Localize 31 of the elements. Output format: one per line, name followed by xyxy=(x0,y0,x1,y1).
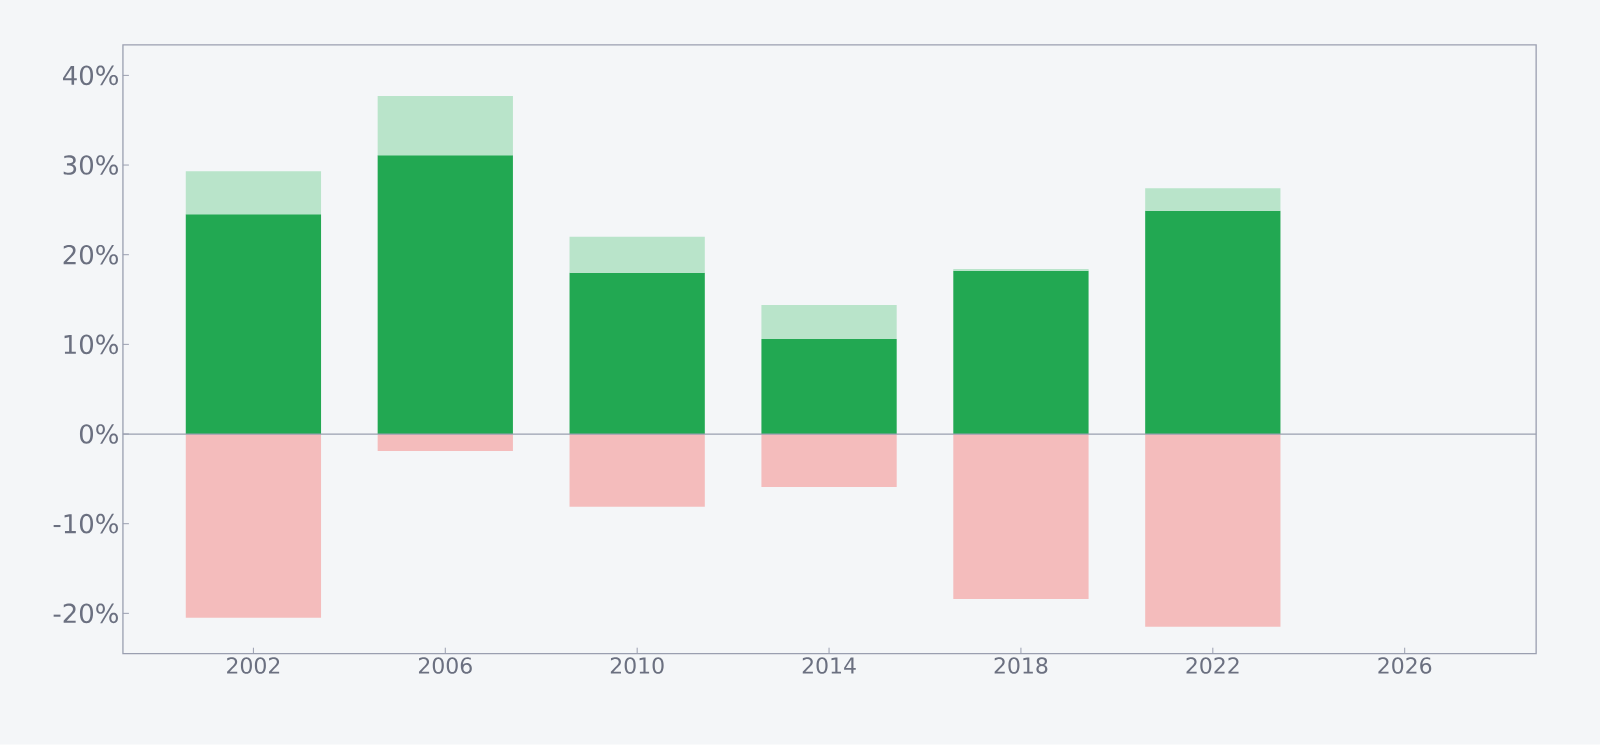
bar xyxy=(377,96,513,156)
bar xyxy=(569,272,705,435)
bar xyxy=(761,305,897,340)
bar xyxy=(761,434,897,488)
bar xyxy=(377,155,513,435)
bar xyxy=(377,434,513,452)
x-tick-label: 2026 xyxy=(1378,657,1432,675)
bar xyxy=(185,214,322,435)
bar xyxy=(185,434,322,619)
y-tick-label: -20% xyxy=(53,603,118,624)
bar xyxy=(953,434,1089,600)
bar xyxy=(569,237,705,273)
bar xyxy=(1145,434,1281,628)
bar xyxy=(185,171,322,215)
x-tick-label: 2010 xyxy=(610,657,664,675)
bar xyxy=(1145,188,1281,212)
bar xyxy=(569,434,705,507)
y-tick-label: 30% xyxy=(63,155,118,176)
x-tick-label: 2018 xyxy=(994,657,1048,675)
x-tick-label: 2014 xyxy=(802,657,856,675)
x-tick-label: 2002 xyxy=(227,657,280,675)
bar xyxy=(953,271,1089,435)
y-tick-label: 10% xyxy=(64,334,118,355)
y-tick-label: 40% xyxy=(63,65,118,86)
x-tick-label: 2022 xyxy=(1186,657,1239,675)
x-tick-label: 2006 xyxy=(418,657,472,675)
y-tick-label: 20% xyxy=(63,245,118,265)
y-tick-label: -10% xyxy=(53,514,118,534)
bar xyxy=(1145,211,1281,435)
y-tick-label: 0% xyxy=(79,424,118,445)
bar xyxy=(761,339,897,435)
